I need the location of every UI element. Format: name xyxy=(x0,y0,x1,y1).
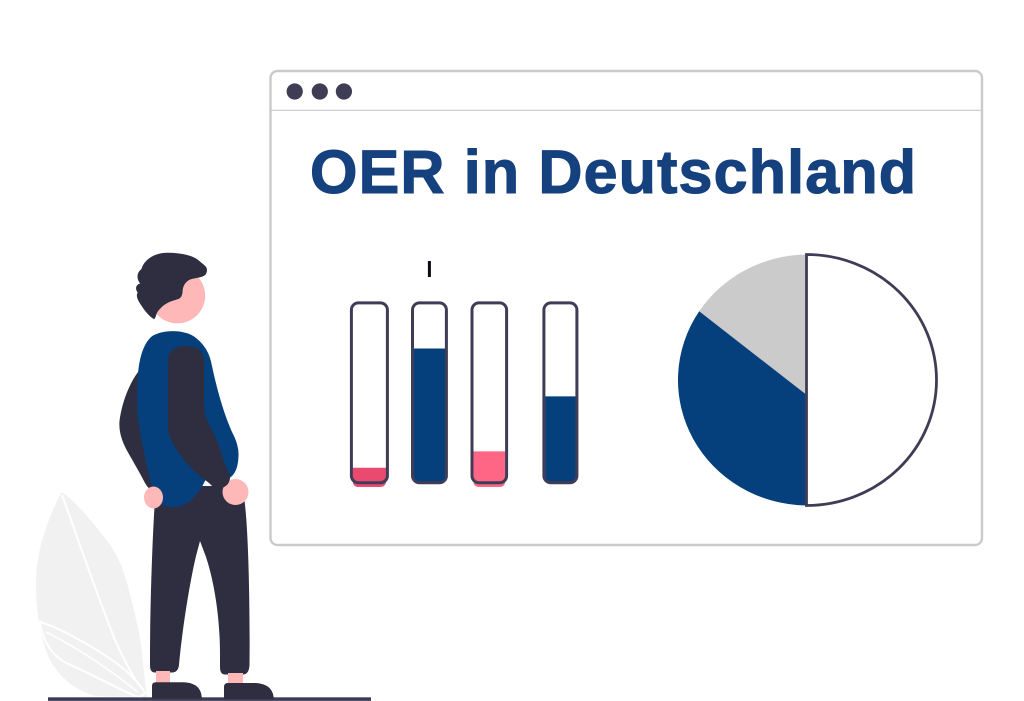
svg-text:OER in Deutschland: OER in Deutschland xyxy=(310,138,916,206)
